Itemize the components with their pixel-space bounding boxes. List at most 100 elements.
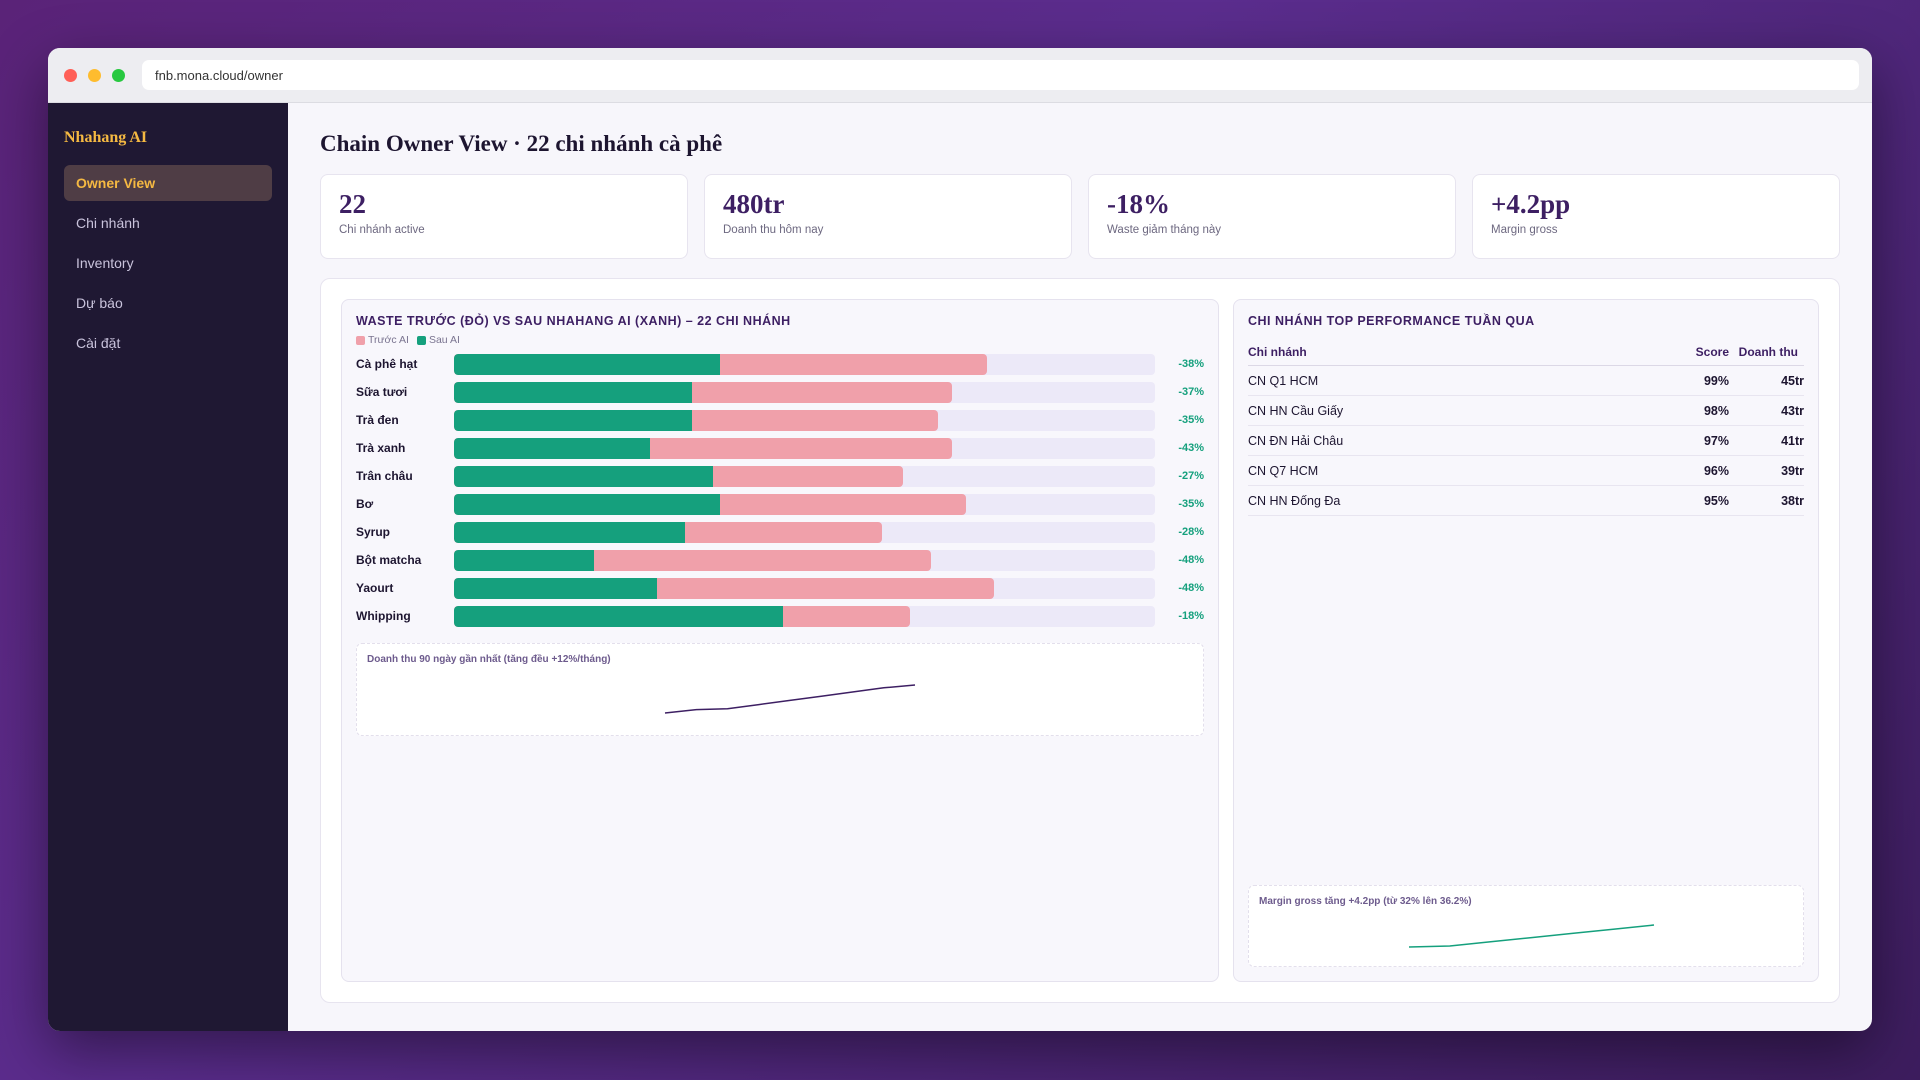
bar-track: [454, 409, 1155, 431]
legend-label: Sau AI: [428, 334, 460, 346]
brand-logo: Nhahang AI: [64, 129, 148, 146]
bar-track: [454, 381, 1155, 403]
performance-panel: Chi nhánh top performance tuần qua Chi n…: [1233, 299, 1819, 982]
waste-panel: Waste trước (đỏ) vs sau Nhahang AI (xanh…: [341, 299, 1219, 982]
bar-row: Bột matcha -48%: [356, 546, 1204, 574]
branch-name-cell: CN ĐN Hải Châu: [1248, 425, 1659, 456]
bar-after-ai: [454, 521, 686, 543]
kpi-row: 22 Chi nhánh active 480tr Doanh thu hôm …: [320, 174, 1840, 259]
margin-sparkline: [1408, 924, 1655, 948]
kpi-card-margin: +4.2pp Margin gross: [1472, 174, 1840, 259]
bar-change-label: -28%: [1178, 526, 1204, 538]
kpi-value: -18%: [1107, 189, 1170, 219]
bar-after-ai: [454, 353, 721, 375]
performance-table: Chi nhánh Score Doanh thu CN Q1 HCM 99% 45…: [1248, 342, 1804, 516]
sidebar-item-owner-view[interactable]: Owner View: [64, 165, 272, 201]
bar-row: Syrup -28%: [356, 518, 1204, 546]
page-title: Chain Owner View · 22 chi nhánh cà phê: [320, 131, 723, 156]
revenue-cell: 38tr: [1729, 485, 1804, 516]
close-window-button[interactable]: [64, 68, 77, 82]
bar-track: [454, 437, 1155, 459]
column-header-branch[interactable]: Chi nhánh: [1248, 342, 1659, 366]
kpi-value: +4.2pp: [1491, 189, 1571, 219]
kpi-label: Margin gross: [1491, 224, 1558, 236]
legend-swatch-before: [356, 335, 365, 345]
bar-track: [454, 353, 1155, 375]
bar-change-label: -27%: [1178, 470, 1204, 482]
kpi-card-branches: 22 Chi nhánh active: [320, 174, 688, 259]
bar-after-ai: [454, 577, 658, 599]
bar-change-label: -43%: [1178, 442, 1204, 454]
legend-swatch-after: [416, 335, 426, 345]
bar-change-label: -35%: [1178, 414, 1204, 426]
column-header-score[interactable]: Score: [1659, 342, 1729, 366]
chart-legend: Trước AI Sau AI: [356, 334, 1204, 346]
bar-row: Cà phê hạt -38%: [356, 350, 1204, 378]
bar-row: Trà xanh -43%: [356, 434, 1204, 462]
revenue-cell: 45tr: [1729, 365, 1804, 396]
table-header-row: Chi nhánh Score Doanh thu: [1248, 342, 1804, 366]
legend-item-before: Trước AI: [356, 334, 409, 346]
bar-row: Trà đen -35%: [356, 406, 1204, 434]
sparkline-caption: Doanh thu 90 ngày gần nhất (tăng đều +12…: [367, 654, 611, 665]
legend-label: Trước AI: [368, 334, 409, 346]
bar-category-label: Yaourt: [356, 581, 394, 595]
branch-name-cell: CN Q1 HCM: [1248, 365, 1659, 396]
bar-row: Sữa tươi -37%: [356, 378, 1204, 406]
bar-row: Bơ -35%: [356, 490, 1204, 518]
bar-after-ai: [454, 409, 693, 431]
sidebar-item-chi-nhanh[interactable]: Chi nhánh: [76, 215, 140, 231]
bar-after-ai: [454, 605, 784, 627]
sidebar-item-inventory[interactable]: Inventory: [76, 255, 134, 271]
kpi-card-waste: -18% Waste giảm tháng này: [1088, 174, 1456, 259]
bar-change-label: -35%: [1178, 498, 1204, 510]
maximize-window-button[interactable]: [112, 68, 125, 82]
bar-category-label: Bơ: [356, 497, 374, 511]
bar-change-label: -48%: [1178, 554, 1204, 566]
bar-category-label: Trà xanh: [356, 441, 406, 455]
browser-titlebar: fnb.mona.cloud/owner: [48, 48, 1872, 103]
kpi-label: Chi nhánh active: [339, 224, 425, 236]
revenue-sparkline: [664, 684, 916, 714]
panel-title: Waste trước (đỏ) vs sau Nhahang AI (xanh…: [356, 314, 791, 328]
bar-category-label: Bột matcha: [356, 553, 422, 567]
app: Nhahang AI Owner View Chi nhánh Inventor…: [48, 103, 1872, 1031]
column-header-revenue[interactable]: Doanh thu: [1729, 342, 1804, 366]
bar-category-label: Syrup: [356, 525, 391, 539]
score-cell: 99%: [1659, 365, 1729, 396]
branch-name-cell: CN Q7 HCM: [1248, 455, 1659, 486]
legend-item-after: Sau AI: [416, 334, 460, 346]
table-row[interactable]: CN Q7 HCM 96% 39tr: [1248, 455, 1804, 486]
content-card: Waste trước (đỏ) vs sau Nhahang AI (xanh…: [320, 278, 1840, 1003]
sparkline-caption: Margin gross tăng +4.2pp (từ 32% lên 36.…: [1259, 896, 1472, 907]
sidebar: Nhahang AI Owner View Chi nhánh Inventor…: [48, 103, 288, 1031]
bar-track: [454, 549, 1155, 571]
bar-after-ai: [454, 549, 595, 571]
browser-window: fnb.mona.cloud/owner Nhahang AI Owner Vi…: [48, 48, 1872, 1031]
panel-title: Chi nhánh top performance tuần qua: [1248, 314, 1535, 328]
bar-category-label: Trà đen: [356, 413, 399, 427]
minimize-window-button[interactable]: [88, 68, 101, 82]
bar-change-label: -48%: [1178, 582, 1204, 594]
bar-track: [454, 521, 1155, 543]
bar-track: [454, 605, 1155, 627]
margin-sparkline-card: Margin gross tăng +4.2pp (từ 32% lên 36.…: [1248, 885, 1804, 967]
waste-bar-chart: Cà phê hạt -38% Sữa tươi -37% Trà đen -35% Trà…: [356, 350, 1204, 630]
bar-row: Trân châu -27%: [356, 462, 1204, 490]
revenue-cell: 41tr: [1729, 425, 1804, 456]
sidebar-item-du-bao[interactable]: Dự báo: [76, 295, 123, 311]
sidebar-item-cai-dat[interactable]: Cài đặt: [76, 335, 121, 351]
bar-after-ai: [454, 493, 721, 515]
bar-track: [454, 493, 1155, 515]
table-row[interactable]: CN Q1 HCM 99% 45tr: [1248, 365, 1804, 396]
score-cell: 96%: [1659, 455, 1729, 486]
table-row[interactable]: CN HN Đống Đa 95% 38tr: [1248, 485, 1804, 516]
table-row[interactable]: CN ĐN Hải Châu 97% 41tr: [1248, 425, 1804, 456]
bar-after-ai: [454, 437, 651, 459]
table-row[interactable]: CN HN Cầu Giấy 98% 43tr: [1248, 395, 1804, 426]
sparkline-series: [664, 684, 916, 714]
kpi-label: Waste giảm tháng này: [1107, 224, 1221, 236]
revenue-sparkline-card: Doanh thu 90 ngày gần nhất (tăng đều +12…: [356, 643, 1204, 736]
bar-change-label: -38%: [1178, 358, 1204, 370]
address-bar[interactable]: fnb.mona.cloud/owner: [142, 60, 1859, 90]
